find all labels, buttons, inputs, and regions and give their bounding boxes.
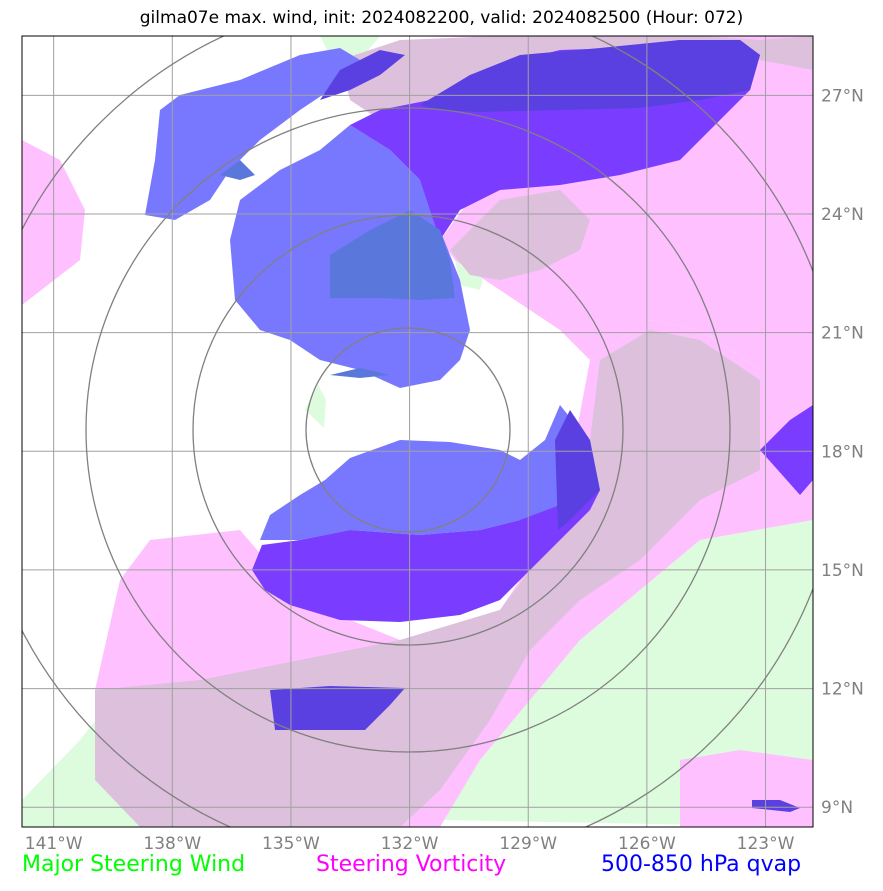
distance-ring [85,107,731,753]
lon-tick-label: 138°W [143,834,201,854]
qvap-mid-area-west [220,160,255,180]
qvap-area-south-band [252,490,600,622]
qvap-area-south-center [260,405,600,540]
wind-area-southeast [440,520,813,827]
lon-axis-labels: 141°W 138°W 135°W 132°W 129°W 126°W 123°W [25,834,795,854]
vorticity-area-southeast [680,750,813,827]
lat-tick-label: 15°N [821,561,864,581]
map-frame [21,35,814,828]
lon-tick-label: 123°W [737,834,795,854]
lat-tick-label: 24°N [821,205,864,225]
qvap-overlap-southeast [752,800,800,812]
qvap-overlap-north [320,50,405,100]
qvap-overlap-southwest [270,686,405,730]
qvap-mid-area-center [330,368,390,378]
overlap-area-east [450,190,590,280]
map-layers [22,36,813,827]
map-title: gilma07e max. wind, init: 2024082200, va… [139,8,744,28]
qvap-area-east [760,405,813,495]
lon-tick-label: 126°W [618,834,676,854]
lon-tick-label: 129°W [499,834,557,854]
map-grid [22,36,813,827]
distance-ring [305,327,511,533]
lon-tick-label: 135°W [262,834,320,854]
distance-ring [192,214,624,646]
legend-wind: Major Steering Wind [22,852,246,877]
lat-tick-label: 12°N [821,680,864,700]
lat-tick-label: 27°N [821,86,864,106]
qvap-overlap-region [270,40,800,812]
legend-vorticity: Steering Vorticity [316,852,507,877]
qvap-overlap-northeast [420,40,760,112]
lat-axis-labels: 27°N 24°N 21°N 18°N 15°N 12°N 9°N [821,86,864,818]
qvap-mid-area-north [330,210,455,300]
qvap-overlap-east [555,410,600,530]
lat-tick-label: 9°N [821,798,853,818]
lat-tick-label: 18°N [821,442,864,462]
qvap-area-northwest [145,48,360,220]
lon-tick-label: 132°W [381,834,439,854]
wind-area-center [305,385,326,428]
lat-tick-label: 21°N [821,324,864,344]
qvap-mid-region [220,160,455,378]
lon-tick-label: 141°W [25,834,83,854]
overlap-area-southwest [95,330,760,827]
legend-qvap: 500-850 hPa qvap [601,852,802,877]
